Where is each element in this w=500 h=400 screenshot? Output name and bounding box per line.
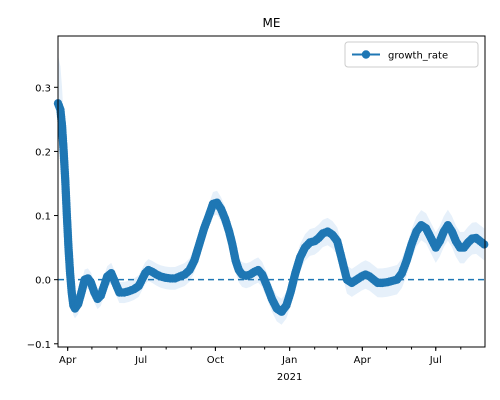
legend-marker-swatch [361, 50, 371, 59]
y-tick-label: 0.1 [35, 212, 51, 223]
x-tick-label: Apr [59, 355, 77, 366]
x-tick-label: Jul [429, 355, 442, 366]
x-tick-label: Jul [134, 355, 147, 366]
chart-title: ME [263, 16, 281, 30]
x-tick-label: Apr [354, 355, 372, 366]
y-tick-label: 0.2 [35, 147, 51, 158]
plot-frame [57, 35, 486, 348]
confidence-band-area [58, 55, 485, 325]
x-tick-label: Jan [281, 355, 297, 366]
growth-rate-series [53, 99, 489, 316]
y-tick-label: −0.1 [27, 340, 51, 351]
x-tick-label: Oct [207, 355, 224, 366]
x-tick-sublabel: 2021 [277, 372, 302, 383]
axes: −0.1 0.0 0.1 0.2 0.3 Apr Jul Oct Jan 2021 Apr Jul [27, 35, 486, 383]
legend-label: growth_rate [388, 51, 448, 62]
legend-box [344, 41, 479, 68]
legend: growth_rate [344, 41, 479, 68]
data-point [479, 240, 489, 249]
series-line [57, 102, 485, 314]
y-tick-label: 0.3 [35, 83, 51, 94]
confidence-band [58, 55, 485, 325]
y-tick-label: 0.0 [35, 276, 51, 287]
